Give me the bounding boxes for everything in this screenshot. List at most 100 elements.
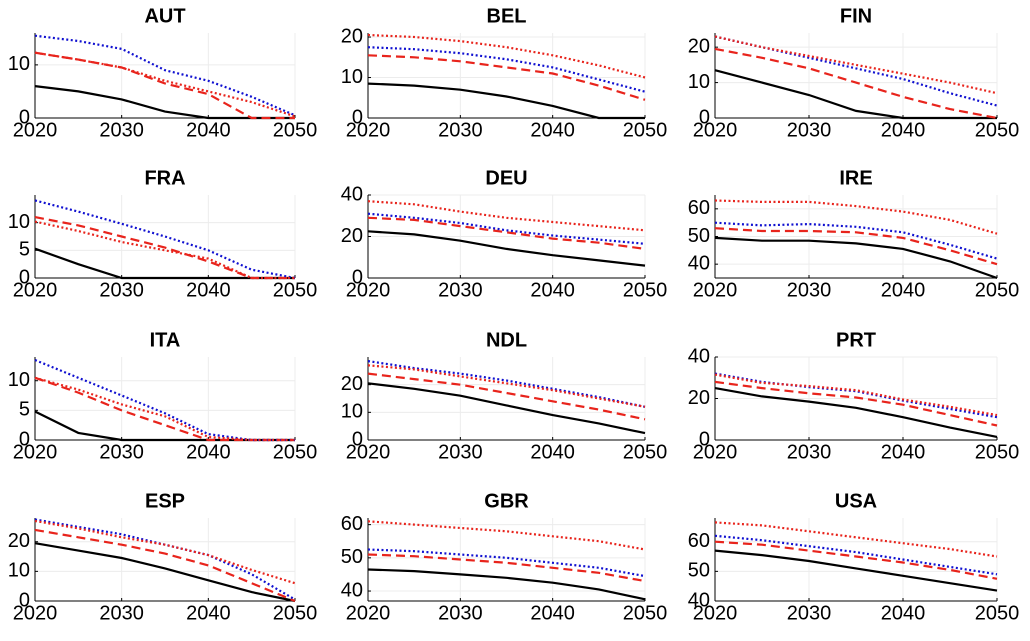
x-tick-label: 2040	[530, 602, 575, 624]
series-line	[367, 382, 646, 435]
y-tick-label: 5	[19, 399, 30, 421]
series-line	[367, 54, 646, 101]
x-tick-label: 2050	[623, 279, 668, 301]
series-line	[34, 518, 296, 601]
x-tick-label: 2050	[273, 441, 318, 463]
y-tick-label: 0	[19, 106, 30, 128]
x-tick-label: 2050	[273, 279, 318, 301]
series-line	[714, 380, 998, 427]
x-tick-label: 2030	[438, 119, 483, 141]
y-tick-label: 20	[341, 25, 363, 47]
y-tick-label: 20	[688, 387, 710, 409]
series-line	[34, 542, 296, 603]
x-tick-label: 2050	[975, 441, 1020, 463]
series-line	[367, 553, 646, 583]
series-line	[714, 540, 998, 580]
x-tick-label: 2030	[438, 602, 483, 624]
y-tick-label: 10	[8, 560, 30, 582]
y-tick-label: 0	[352, 106, 363, 128]
series-line	[34, 376, 295, 442]
series-line	[34, 216, 295, 280]
x-tick-label: 2050	[975, 279, 1020, 301]
y-tick-label: 0	[19, 589, 30, 611]
series-line	[34, 528, 296, 603]
panel-title: BEL	[487, 5, 527, 27]
series-line	[367, 568, 646, 601]
y-tick-label: 10	[8, 211, 30, 233]
panel-title: FIN	[840, 5, 872, 27]
x-tick-label: 2050	[975, 119, 1020, 141]
y-tick-label: 0	[699, 428, 710, 450]
panel-title: NDL	[486, 329, 527, 351]
series-line	[367, 548, 646, 578]
x-tick-label: 2050	[273, 119, 318, 141]
series-line	[34, 247, 295, 280]
panel-title: GBR	[484, 490, 529, 512]
x-tick-label: 2030	[787, 119, 832, 141]
x-tick-label: 2040	[530, 119, 575, 141]
series-line	[34, 199, 296, 280]
x-tick-label: 2020	[13, 602, 58, 624]
series-line	[34, 358, 295, 442]
y-tick-label: 40	[341, 183, 363, 205]
x-tick-label: 2030	[99, 602, 144, 624]
x-tick-label: 2040	[881, 441, 926, 463]
y-tick-label: 20	[341, 225, 363, 247]
series-line	[367, 364, 646, 408]
x-tick-label: 2040	[186, 279, 231, 301]
x-tick-label: 2020	[346, 441, 391, 463]
series-line	[714, 69, 997, 120]
x-tick-label: 2020	[693, 441, 738, 463]
y-tick-label: 50	[688, 225, 710, 247]
x-tick-label: 2040	[530, 279, 575, 301]
series-line	[367, 372, 646, 421]
x-tick-label: 2040	[530, 441, 575, 463]
y-tick-label: 5	[19, 239, 30, 261]
x-tick-label: 2050	[273, 602, 318, 624]
series-line	[714, 35, 998, 95]
series-line	[367, 520, 646, 551]
series-line	[34, 51, 295, 120]
panel-title: IRE	[839, 167, 872, 189]
series-line	[714, 227, 998, 266]
series-line	[34, 85, 295, 120]
x-tick-label: 2020	[346, 119, 391, 141]
series-line	[367, 82, 645, 120]
series-line	[714, 35, 998, 107]
panel-title: FRA	[144, 167, 185, 189]
x-tick-label: 2040	[881, 279, 926, 301]
y-tick-label: 10	[8, 53, 30, 75]
x-tick-label: 2020	[13, 119, 58, 141]
series-line	[714, 549, 998, 592]
y-tick-label: 20	[341, 373, 363, 395]
panel-title: ESP	[145, 490, 185, 512]
series-line	[367, 216, 646, 250]
x-tick-label: 2040	[881, 119, 926, 141]
y-tick-label: 50	[688, 560, 710, 582]
series-line	[34, 376, 295, 442]
series-line	[367, 200, 646, 232]
series-line	[714, 387, 998, 438]
x-tick-label: 2030	[787, 602, 832, 624]
y-tick-label: 10	[341, 66, 363, 88]
x-tick-label: 2030	[99, 279, 144, 301]
series-line	[367, 46, 646, 93]
x-tick-label: 2020	[693, 119, 738, 141]
x-tick-label: 2040	[186, 602, 231, 624]
y-tick-label: 0	[19, 266, 30, 288]
x-tick-label: 2020	[693, 279, 738, 301]
x-tick-label: 2020	[693, 602, 738, 624]
x-tick-label: 2030	[438, 441, 483, 463]
x-tick-label: 2040	[186, 441, 231, 463]
x-tick-label: 2050	[623, 602, 668, 624]
y-tick-label: 60	[688, 197, 710, 219]
y-tick-label: 40	[688, 589, 710, 611]
panel-title: DEU	[485, 167, 527, 189]
y-tick-label: 10	[341, 401, 363, 423]
series-line	[34, 34, 296, 117]
x-tick-label: 2030	[438, 279, 483, 301]
x-tick-label: 2020	[346, 279, 391, 301]
x-tick-label: 2020	[13, 441, 58, 463]
series-line	[367, 360, 646, 408]
y-tick-label: 10	[8, 369, 30, 391]
